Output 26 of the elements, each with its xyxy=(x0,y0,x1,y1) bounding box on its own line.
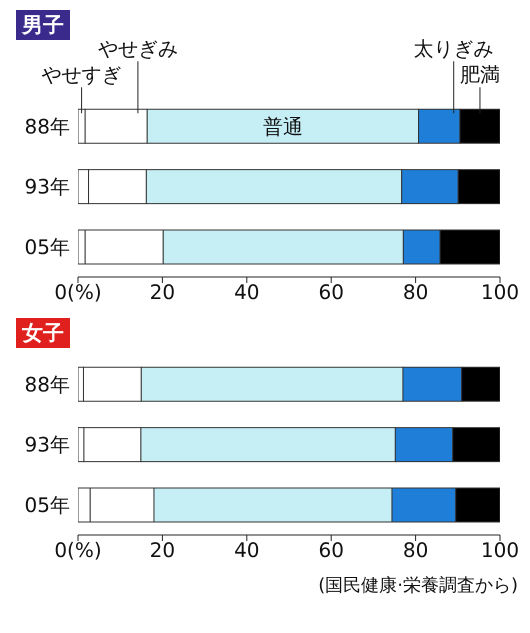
x-tick-label: 20 xyxy=(150,538,176,562)
x-tick-label: 40 xyxy=(234,280,260,304)
text: やせぎみ xyxy=(98,36,178,60)
text: (国民健康·栄養調査から) xyxy=(317,574,519,598)
y-tick-label: 05年 xyxy=(24,234,70,259)
y-tick-label: 93年 xyxy=(24,174,70,199)
chart-title: 女子 xyxy=(16,318,70,348)
x-tick-label: 40 xyxy=(234,538,260,562)
series-label: やせすぎ xyxy=(42,62,122,86)
x-tick-label: 60 xyxy=(318,280,344,304)
x-tick-label: 0(%) xyxy=(54,538,102,562)
y-tick-label: 05年 xyxy=(24,492,70,517)
x-tick-label: 100 xyxy=(480,280,520,304)
x-tick-label: 80 xyxy=(402,538,428,562)
x-tick-label: 80 xyxy=(402,280,428,304)
y-tick-label: 88年 xyxy=(24,114,70,138)
x-tick-label: 20 xyxy=(150,280,176,304)
series-label: 普通 xyxy=(262,114,303,138)
x-tick-label: 60 xyxy=(318,538,344,562)
text: 太りぎみ xyxy=(414,36,494,60)
y-tick-label: 93年 xyxy=(24,432,70,457)
y-tick-label: 88年 xyxy=(24,372,70,396)
series-label: 肥満 xyxy=(460,62,500,86)
x-tick-label: 100 xyxy=(480,538,520,562)
x-tick-label: 0(%) xyxy=(54,280,102,304)
chart-title: 男子 xyxy=(16,10,70,40)
